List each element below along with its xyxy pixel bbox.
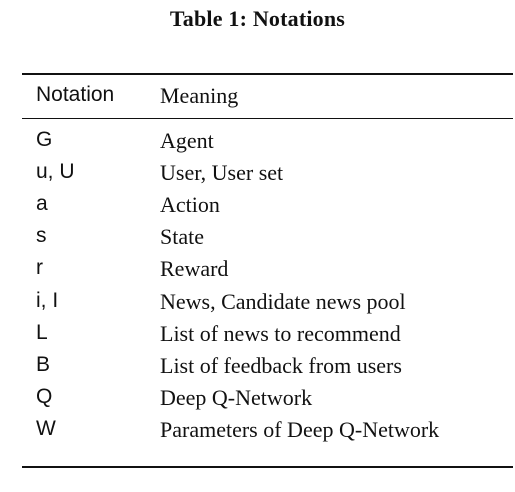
notation-cell: a: [36, 192, 48, 215]
notation-cell: u, U: [36, 160, 75, 183]
top-rule: [22, 73, 513, 75]
header-meaning: Meaning: [160, 83, 239, 108]
table-row: r Reward: [0, 256, 515, 288]
table-row: G Agent: [0, 128, 515, 160]
meaning-cell: Action: [160, 192, 220, 217]
meaning-cell: Agent: [160, 128, 214, 153]
table-row: W Parameters of Deep Q-Network: [0, 417, 515, 449]
table-header-row: Notation Meaning: [0, 83, 515, 115]
meaning-cell: Reward: [160, 256, 229, 281]
header-rule: [22, 118, 513, 119]
meaning-cell: Deep Q-Network: [160, 385, 313, 410]
table-row: Q Deep Q-Network: [0, 385, 515, 417]
table-body: G Agent u, U User, User set a Action s S…: [0, 128, 515, 458]
table-row: u, U User, User set: [0, 160, 515, 192]
table-row: i, I News, Candidate news pool: [0, 289, 515, 321]
meaning-cell: User, User set: [160, 160, 284, 185]
notation-cell: s: [36, 224, 47, 247]
notation-cell: G: [36, 128, 53, 151]
notation-cell: r: [36, 256, 43, 279]
table-row: s State: [0, 224, 515, 256]
table-row: B List of feedback from users: [0, 353, 515, 385]
notation-cell: L: [36, 321, 48, 344]
notation-cell: Q: [36, 385, 53, 408]
header-notation: Notation: [36, 83, 115, 106]
meaning-cell: List of news to recommend: [160, 321, 401, 346]
bottom-rule: [22, 466, 513, 468]
table-caption: Table 1: Notations: [169, 6, 346, 31]
notation-cell: W: [36, 417, 56, 440]
notation-cell: i, I: [36, 289, 59, 312]
meaning-cell: Parameters of Deep Q-Network: [160, 417, 440, 442]
notation-cell: B: [36, 353, 51, 376]
table-row: L List of news to recommend: [0, 321, 515, 353]
table-row: a Action: [0, 192, 515, 224]
meaning-cell: State: [160, 224, 204, 249]
meaning-cell: List of feedback from users: [160, 353, 402, 378]
meaning-cell: News, Candidate news pool: [160, 289, 406, 314]
